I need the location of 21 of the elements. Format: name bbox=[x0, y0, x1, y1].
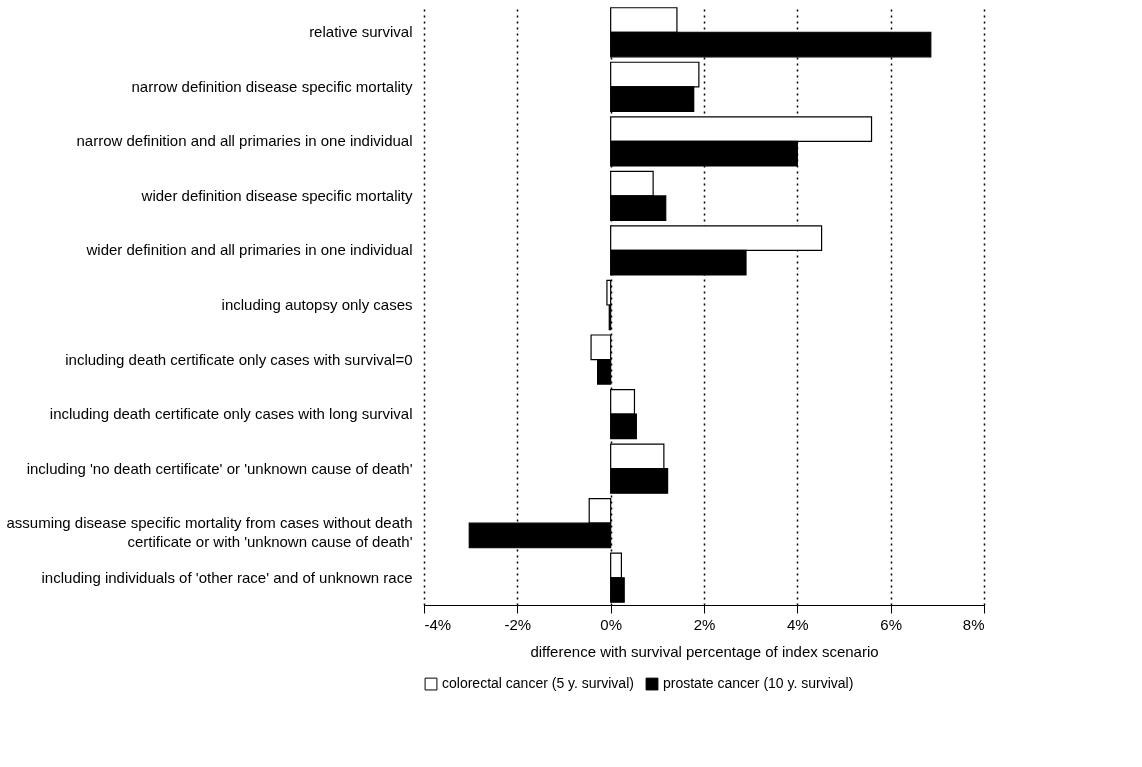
y-tick-label: narrow definition disease specific mortality bbox=[131, 77, 413, 95]
x-axis-title: difference with survival percentage of index scenario bbox=[530, 642, 879, 660]
x-tick-label: 2% bbox=[693, 615, 716, 633]
y-tick-label: wider definition and all primaries in one individual bbox=[85, 241, 413, 259]
y-tick-label: narrow definition and all primaries in one individual bbox=[76, 132, 413, 150]
x-tick-label: -2% bbox=[504, 615, 532, 633]
y-tick-label: including individuals of 'other race' and of unknown race bbox=[41, 568, 413, 586]
x-tick-label: 8% bbox=[962, 615, 985, 633]
legend-label: prostate cancer (10 y. survival) bbox=[663, 675, 854, 692]
legend-label: colorectal cancer (5 y. survival) bbox=[442, 675, 634, 692]
x-tick-label: 6% bbox=[880, 615, 903, 633]
y-tick-label: wider definition disease specific mortality bbox=[140, 186, 413, 204]
y-tick-label: including death certificate only cases with survival=0 bbox=[65, 350, 413, 368]
y-tick-label: including death certificate only cases with long survival bbox=[49, 405, 413, 423]
y-tick-label: including 'no death certificate' or 'unknown cause of death' bbox=[26, 459, 413, 477]
x-tick-label: 4% bbox=[786, 615, 809, 633]
x-tick-label: 0% bbox=[600, 615, 623, 633]
y-tick-label: relative survival bbox=[309, 23, 413, 41]
y-tick-label: including autopsy only cases bbox=[221, 296, 413, 313]
x-tick-label: -4% bbox=[424, 615, 452, 633]
y-tick-label: assuming disease specific mortality from cases without death certificate or with 'unknown cause of death' bbox=[6, 514, 413, 551]
